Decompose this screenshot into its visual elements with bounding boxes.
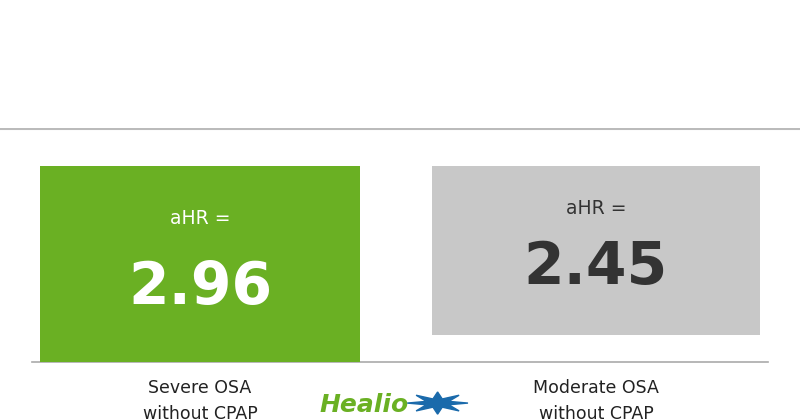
Text: aHR =: aHR = [566,199,626,218]
Text: 2.45: 2.45 [524,239,668,296]
Text: Healio: Healio [319,394,409,417]
Text: melanoma and OSA compared with patients without OSA:: melanoma and OSA compared with patients … [50,90,750,110]
Text: without CPAP: without CPAP [142,405,258,420]
FancyBboxPatch shape [432,166,760,335]
Text: aHR =: aHR = [170,209,230,228]
Polygon shape [407,392,468,414]
Text: Risk for poor melanoma prognosis among patients with: Risk for poor melanoma prognosis among p… [63,35,737,55]
Text: Moderate OSA: Moderate OSA [533,379,659,397]
Text: without CPAP: without CPAP [538,405,654,420]
Text: Severe OSA: Severe OSA [148,379,252,397]
FancyBboxPatch shape [40,166,360,362]
Text: 2.96: 2.96 [128,259,272,316]
